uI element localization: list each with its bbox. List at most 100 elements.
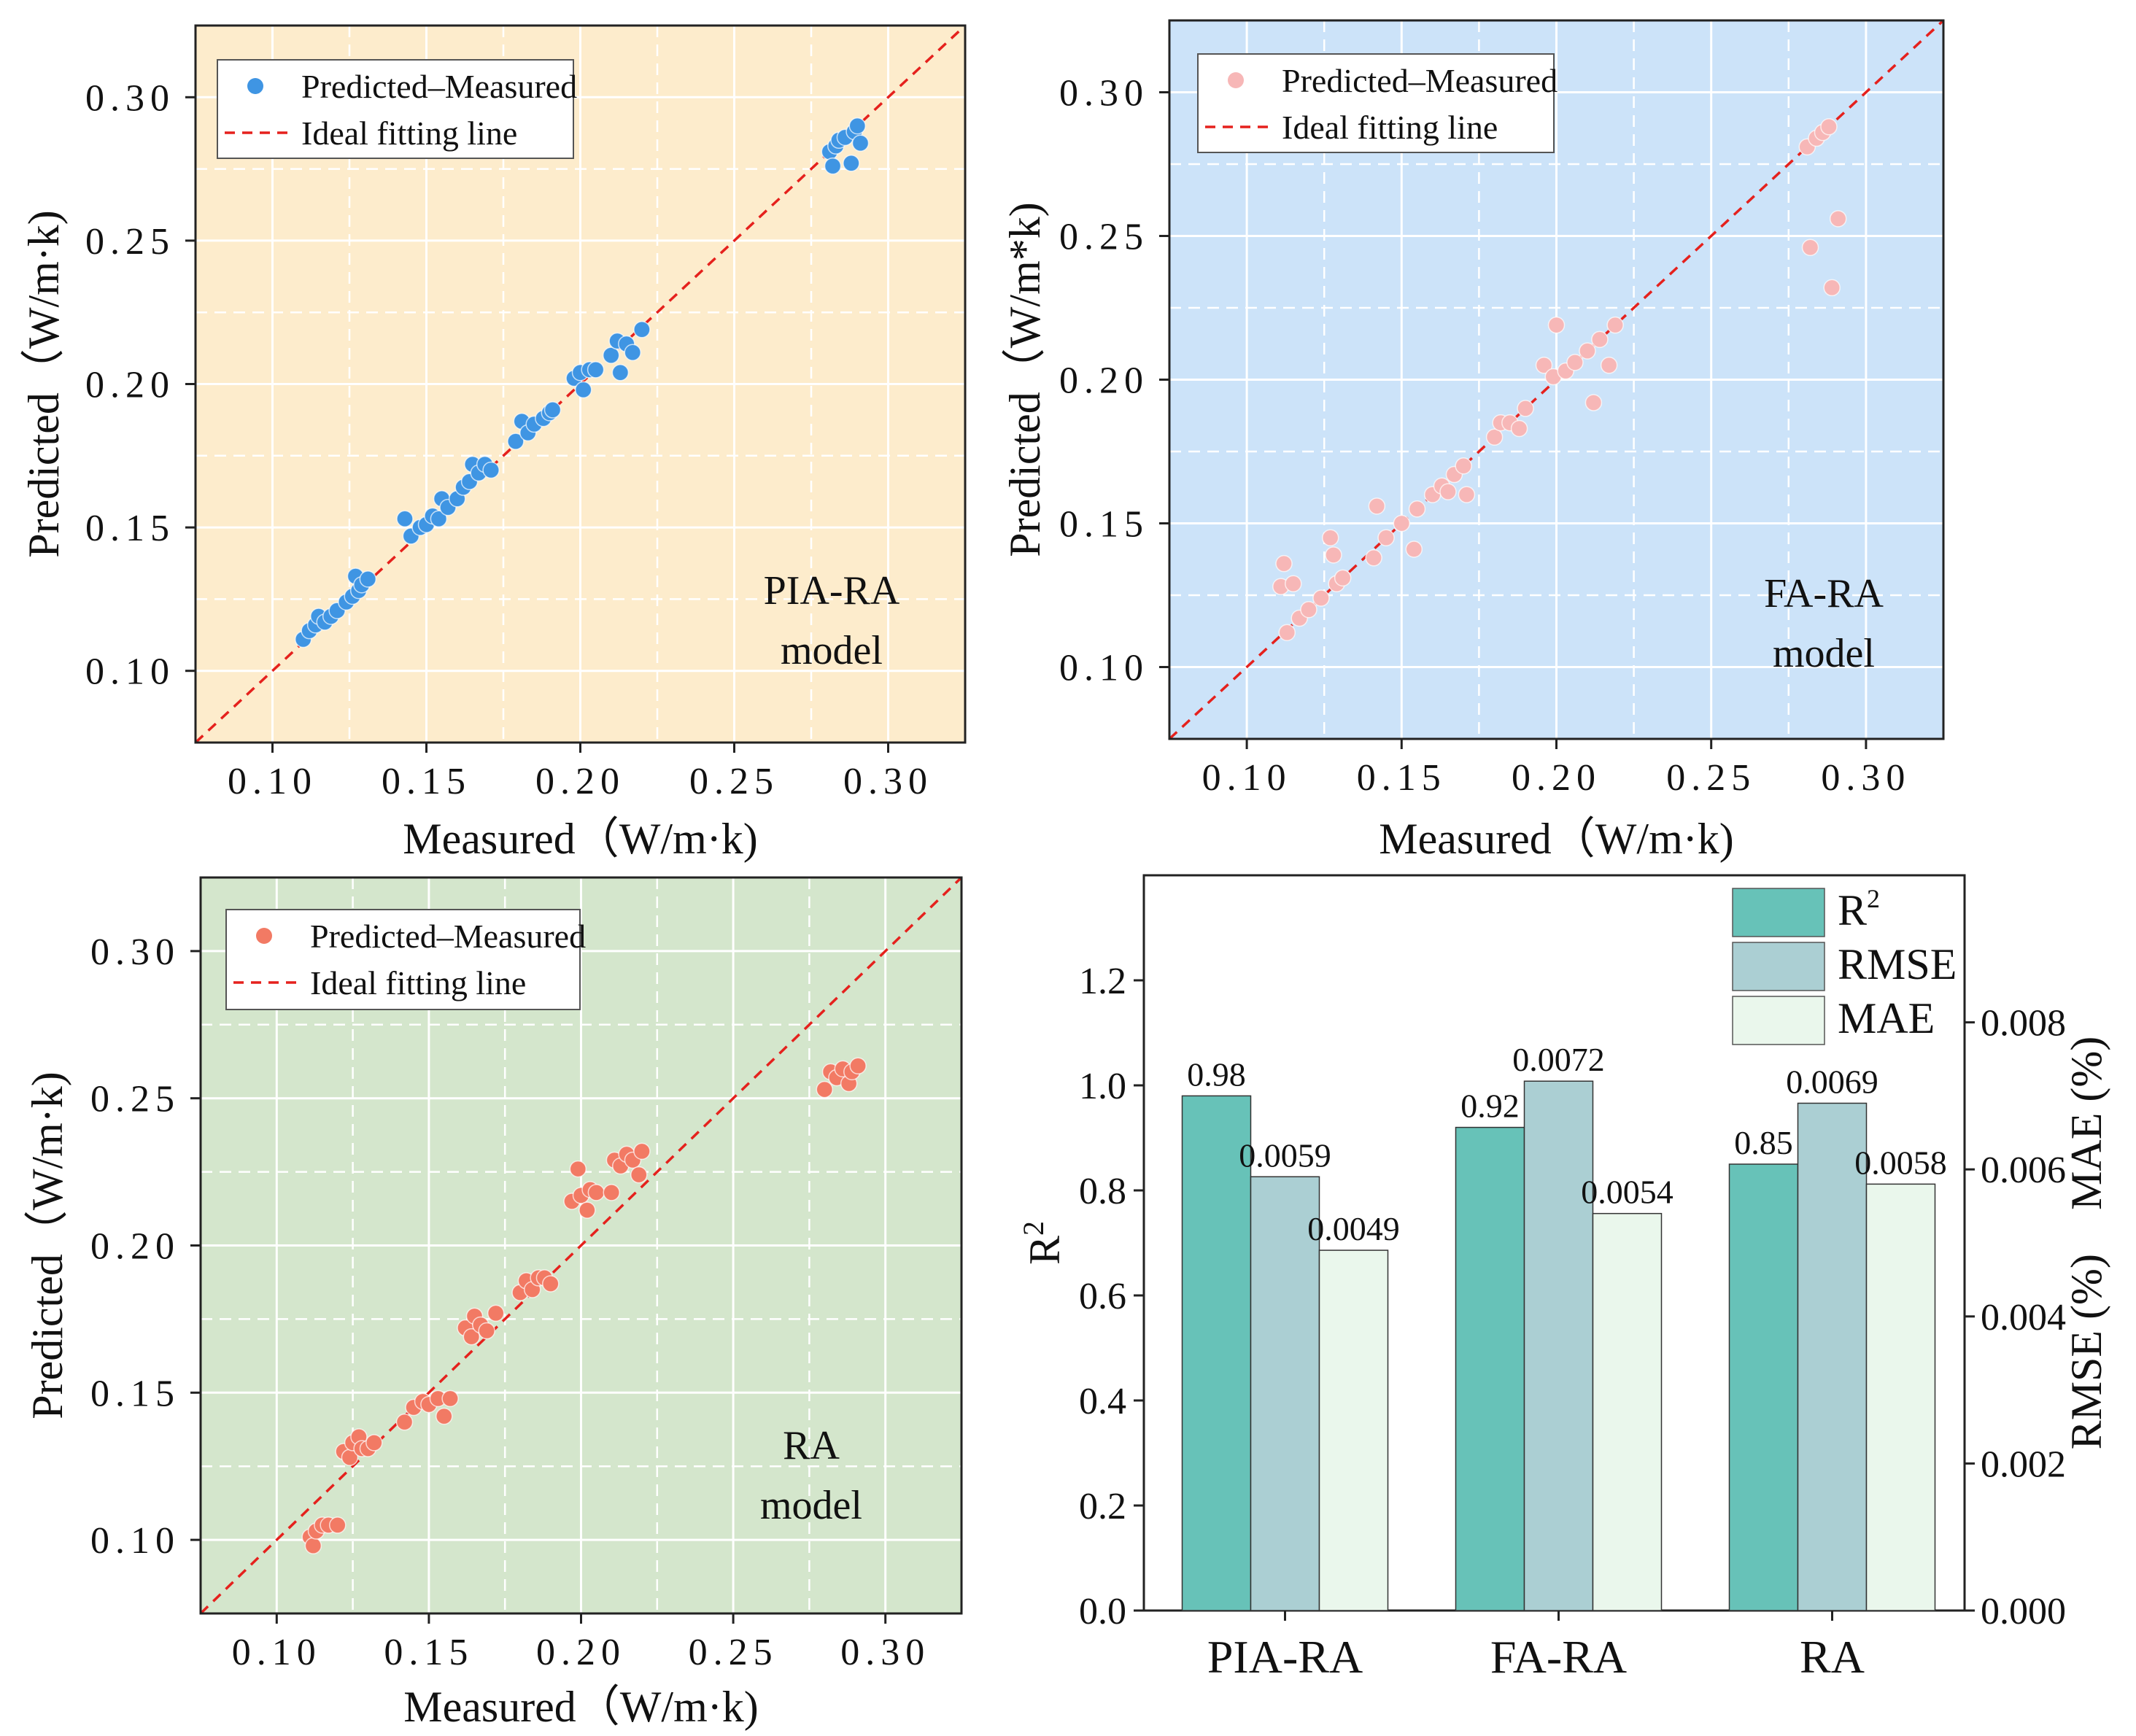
data-point xyxy=(1458,486,1476,503)
legend-marker-scatter xyxy=(256,928,272,944)
legend-swatch-mae xyxy=(1732,996,1825,1045)
legend-label-line: Ideal fitting line xyxy=(310,964,526,1001)
left-y-tick-label: 0.8 xyxy=(1079,1171,1126,1212)
data-point xyxy=(816,1080,834,1098)
x-axis-title: Measured（W/m·k) xyxy=(403,1683,759,1731)
legend-label-sup: 2 xyxy=(1867,884,1880,913)
data-point xyxy=(1325,546,1342,564)
right-y-tick-label: 0.006 xyxy=(1981,1150,2066,1191)
data-point xyxy=(1393,514,1411,532)
data-point xyxy=(611,364,630,381)
bar-r-fa-ra xyxy=(1455,1126,1525,1611)
data-point xyxy=(1312,589,1330,607)
data-point xyxy=(1321,529,1339,546)
x-tick-label: 0.20 xyxy=(1512,757,1601,799)
legend-box xyxy=(1197,53,1555,153)
data-point xyxy=(587,361,605,379)
scatter-panel-fa: 0.10 0.15 0.20 0.25 0.30 0.10 0.15 0.20 0.25 0.30… xyxy=(1001,19,1945,863)
model-label-line1: FA-RA xyxy=(1764,571,1884,616)
data-point xyxy=(569,1160,587,1178)
model-label-line2: model xyxy=(781,628,883,673)
bar-rmse-pia-ra xyxy=(1250,1176,1320,1611)
x-tick-label: 0.20 xyxy=(536,1632,626,1673)
y-tick-label: 0.15 xyxy=(90,1373,180,1414)
bar-value-label: 0.0058 xyxy=(1854,1144,1947,1181)
data-point xyxy=(603,1184,620,1201)
legend-swatch-rmse xyxy=(1732,942,1825,991)
data-point xyxy=(396,510,414,528)
y-tick-label: 0.10 xyxy=(85,651,175,693)
x-tick-label: 0.15 xyxy=(384,1632,473,1673)
left-y-axis-title-base: R xyxy=(1021,1236,1069,1265)
data-point xyxy=(574,381,592,399)
legend-box xyxy=(225,909,581,1010)
data-point xyxy=(1285,575,1302,592)
legend-label-base: R xyxy=(1838,886,1867,934)
data-point xyxy=(1591,330,1609,349)
data-point xyxy=(1606,316,1624,334)
data-point xyxy=(824,157,842,175)
bar-rmse-fa-ra xyxy=(1523,1080,1594,1611)
data-point xyxy=(328,1516,347,1534)
model-label-line2: model xyxy=(760,1483,862,1528)
bar-value-label: 0.0072 xyxy=(1512,1041,1605,1078)
x-tick-label: 0.30 xyxy=(840,1632,930,1673)
data-point xyxy=(1517,400,1534,417)
scatter-panel-ra: 0.10 0.15 0.20 0.25 0.30 0.10 0.15 0.20 0.25 0.30… xyxy=(23,876,963,1731)
data-point xyxy=(1547,316,1566,334)
bar-value-label: 0.0069 xyxy=(1786,1063,1878,1100)
y-tick-label: 0.10 xyxy=(90,1520,180,1562)
data-point xyxy=(1334,569,1352,587)
y-axis-title: Predicted（W/m·k) xyxy=(20,210,68,558)
y-tick-label: 0.15 xyxy=(1059,504,1149,546)
data-point xyxy=(1535,357,1553,374)
right-y-axis-title: RMSE (%) MAE (%) xyxy=(2062,1036,2110,1450)
data-point xyxy=(630,1166,648,1184)
x-tick-label: 0.15 xyxy=(1357,757,1447,799)
data-point xyxy=(1368,497,1386,515)
data-point xyxy=(359,570,377,588)
x-tick-label: 0.10 xyxy=(228,761,317,802)
model-label-line2: model xyxy=(1773,631,1875,676)
data-point xyxy=(441,1390,459,1408)
y-tick-label: 0.20 xyxy=(90,1226,180,1268)
data-point xyxy=(478,1322,495,1340)
legend-label-rmse: RMSE xyxy=(1838,940,1957,988)
data-point xyxy=(578,1201,596,1219)
category-label: RA xyxy=(1800,1631,1865,1683)
data-point xyxy=(1405,540,1423,558)
x-tick-label: 0.20 xyxy=(535,761,625,802)
bar-panel: 0.98 0.0059 0.0049 PIA-RA 0.92 0.0072 0.0054 FA… xyxy=(1017,874,2110,1683)
legend-label-base: RMSE xyxy=(1838,940,1957,988)
legend-label-line: Ideal fitting line xyxy=(1282,109,1498,146)
data-point xyxy=(633,1142,651,1160)
data-point xyxy=(1801,239,1819,257)
data-point xyxy=(507,433,525,450)
right-y-tick-label: 0.002 xyxy=(1981,1444,2066,1485)
bar-value-label: 0.0059 xyxy=(1239,1136,1331,1174)
data-point xyxy=(1455,457,1472,475)
legend-label-scatter: Predicted–Measured xyxy=(301,68,577,105)
legend-marker-scatter xyxy=(247,78,263,94)
x-tick-label: 0.30 xyxy=(843,761,933,802)
x-tick-label: 0.25 xyxy=(1666,757,1756,799)
left-y-tick-label: 1.0 xyxy=(1079,1066,1126,1107)
data-point xyxy=(304,1537,322,1554)
legend-marker-scatter xyxy=(1228,72,1244,88)
data-point xyxy=(1579,342,1596,360)
legend-label-r: R2 xyxy=(1838,884,1880,934)
x-tick-label: 0.30 xyxy=(1821,757,1911,799)
x-tick-label: 0.25 xyxy=(689,1632,778,1673)
data-point xyxy=(1275,554,1293,573)
data-point xyxy=(395,1413,414,1431)
data-point xyxy=(1566,354,1584,371)
data-point xyxy=(436,1407,453,1425)
y-axis-title: Predicted（W/m*k) xyxy=(1001,202,1049,557)
legend-label-base: MAE xyxy=(1838,994,1935,1042)
data-point xyxy=(1829,210,1847,228)
y-tick-label: 0.25 xyxy=(1059,217,1149,258)
x-tick-label: 0.10 xyxy=(1202,757,1292,799)
data-point xyxy=(542,1275,560,1293)
y-tick-label: 0.20 xyxy=(85,365,175,406)
